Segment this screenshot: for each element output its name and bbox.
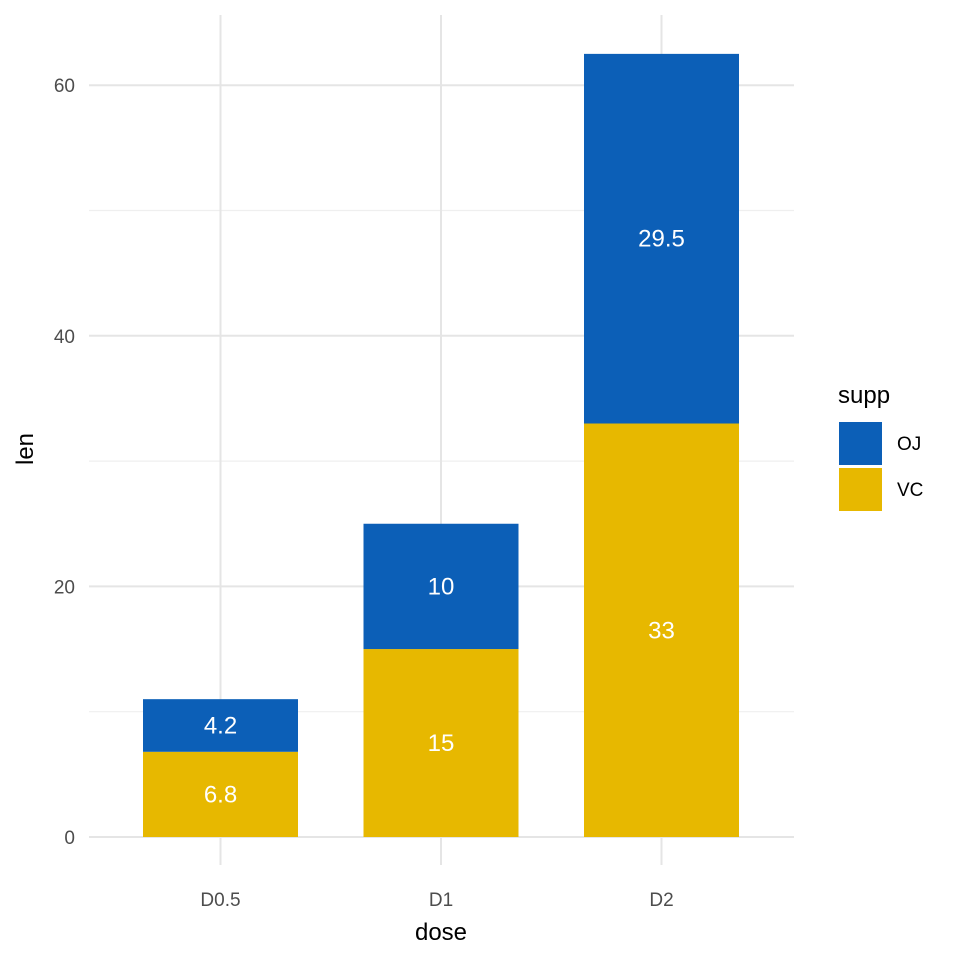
y-axis-title: len <box>12 433 39 465</box>
legend-key-vc <box>839 468 882 511</box>
x-tick-label: D1 <box>429 890 453 911</box>
data-label: 4.2 <box>204 712 237 739</box>
data-label: 15 <box>428 730 455 757</box>
bar-vc-d1 <box>363 649 519 837</box>
y-tick-label: 0 <box>64 828 75 849</box>
bar-vc-d2 <box>584 423 739 837</box>
data-label: 10 <box>428 573 455 600</box>
legend-title: supp <box>838 382 890 409</box>
tick-labels: 0 20 40 60 D0.5 D1 D2 <box>54 76 674 911</box>
legend-key-oj <box>839 422 882 465</box>
y-tick-label: 40 <box>54 327 75 348</box>
legend-label: VC <box>897 480 923 501</box>
bars <box>143 53 739 837</box>
data-label: 29.5 <box>638 226 685 253</box>
x-tick-label: D2 <box>649 890 673 911</box>
data-label: 6.8 <box>204 781 237 808</box>
x-tick-label: D0.5 <box>200 890 240 911</box>
bar-oj-d1 <box>363 523 519 650</box>
bar-oj-d2 <box>584 53 739 424</box>
y-tick-label: 60 <box>54 76 75 97</box>
legend-label: OJ <box>897 434 921 455</box>
y-tick-label: 20 <box>54 577 75 598</box>
bar-vc-d0-5 <box>143 751 298 837</box>
legend-items: OJ VC <box>839 422 923 511</box>
data-labels: 6.8 15 33 4.2 10 29.5 <box>204 226 685 809</box>
legend: supp OJ VC <box>838 382 923 511</box>
bar-oj-d0-5 <box>143 699 298 752</box>
x-axis-title: dose <box>415 919 467 946</box>
data-label: 33 <box>648 617 675 644</box>
